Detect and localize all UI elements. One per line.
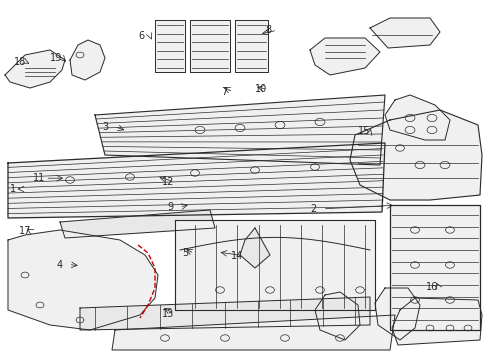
Polygon shape [95, 95, 384, 165]
Text: 4: 4 [56, 260, 62, 270]
Polygon shape [391, 298, 481, 345]
Text: 2: 2 [310, 204, 316, 214]
Polygon shape [60, 210, 215, 238]
Polygon shape [155, 20, 184, 72]
Polygon shape [309, 38, 379, 75]
Text: 14: 14 [230, 251, 243, 261]
Text: 16: 16 [426, 282, 438, 292]
Text: 18: 18 [14, 57, 26, 67]
Polygon shape [5, 50, 65, 88]
Text: 6: 6 [138, 31, 144, 41]
Text: 13: 13 [162, 309, 174, 319]
Polygon shape [314, 292, 359, 340]
Polygon shape [349, 110, 481, 200]
Text: 8: 8 [264, 25, 271, 35]
Text: 1: 1 [10, 184, 16, 194]
Text: 12: 12 [162, 177, 174, 187]
Text: 5: 5 [182, 248, 188, 258]
Polygon shape [8, 143, 384, 218]
Text: 7: 7 [221, 87, 227, 97]
Text: 19: 19 [50, 53, 62, 63]
Text: 11: 11 [33, 173, 45, 183]
Text: 3: 3 [102, 122, 109, 132]
Polygon shape [374, 288, 419, 340]
Text: 9: 9 [167, 202, 173, 212]
Polygon shape [175, 220, 374, 310]
Text: 10: 10 [255, 84, 267, 94]
Polygon shape [235, 20, 267, 72]
Text: 15: 15 [357, 126, 369, 136]
Polygon shape [70, 40, 105, 80]
Polygon shape [389, 205, 479, 330]
Polygon shape [190, 20, 229, 72]
Polygon shape [80, 297, 369, 330]
Polygon shape [240, 228, 269, 268]
Polygon shape [8, 230, 158, 330]
Polygon shape [112, 315, 394, 350]
Text: 17: 17 [19, 226, 31, 236]
Polygon shape [369, 18, 439, 48]
Polygon shape [384, 95, 449, 140]
